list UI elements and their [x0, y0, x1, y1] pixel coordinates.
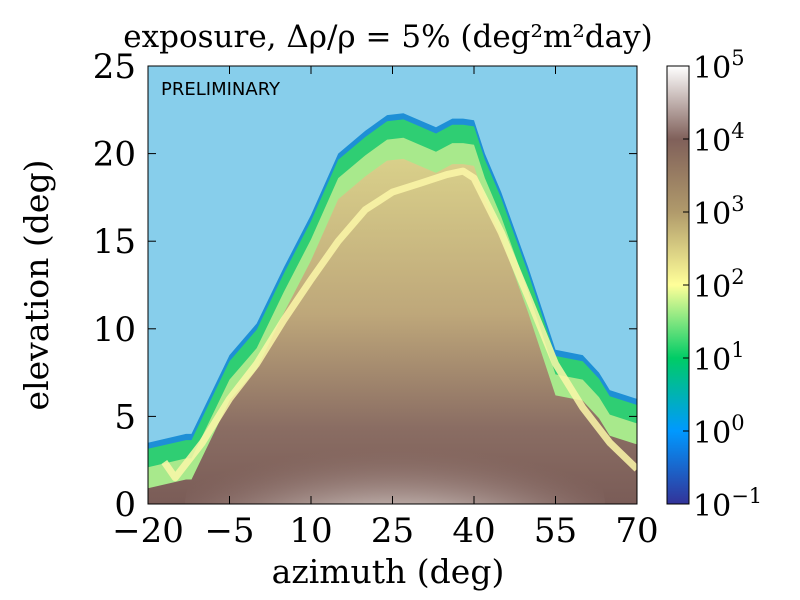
x-tick-label: 55 — [534, 511, 577, 551]
y-tick-label: 0 — [114, 485, 136, 525]
colorbar-tick-label: 104 — [693, 119, 745, 159]
colorbar-tick-label: 10−1 — [693, 484, 762, 524]
colorbar-tick-label: 105 — [693, 46, 745, 86]
y-tick-label: 25 — [93, 47, 136, 87]
exposure-region-body — [148, 158, 637, 504]
x-tick-label: 40 — [452, 511, 495, 551]
chart-title: exposure, Δρ/ρ = 5% (deg²m²day) — [123, 19, 652, 55]
peak-exposure-ridge — [161, 167, 637, 482]
x-tick-label: −20 — [112, 511, 184, 551]
y-axis-label: elevation (deg) — [17, 160, 56, 411]
x-tick-label: 10 — [289, 511, 332, 551]
colorbar-tick-label: 102 — [693, 265, 745, 305]
x-axis-label: azimuth (deg) — [272, 552, 505, 591]
colorbar-tick-label: 100 — [693, 411, 745, 451]
colorbar-tick-label: 101 — [693, 338, 745, 378]
x-axis: −20 −5 10 25 40 55 70 — [112, 66, 659, 551]
y-tick-label: 15 — [93, 222, 136, 262]
x-tick-label: 25 — [371, 511, 414, 551]
high-exposure-core — [185, 409, 605, 504]
y-tick-label: 20 — [93, 135, 136, 175]
plot-area — [148, 66, 637, 504]
y-tick-label: 5 — [114, 397, 136, 437]
y-tick-label: 10 — [93, 310, 136, 350]
colorbar-tick-label: 103 — [693, 192, 745, 232]
preliminary-watermark: PRELIMINARY — [161, 79, 281, 100]
colorbar: 10−1 100 101 102 103 104 105 — [666, 46, 762, 524]
y-axis: 0 5 10 15 20 25 — [93, 47, 637, 525]
x-tick-label: −5 — [204, 511, 254, 551]
x-tick-label: 70 — [615, 511, 658, 551]
colorbar-ticks: 10−1 100 101 102 103 104 105 — [683, 46, 762, 524]
